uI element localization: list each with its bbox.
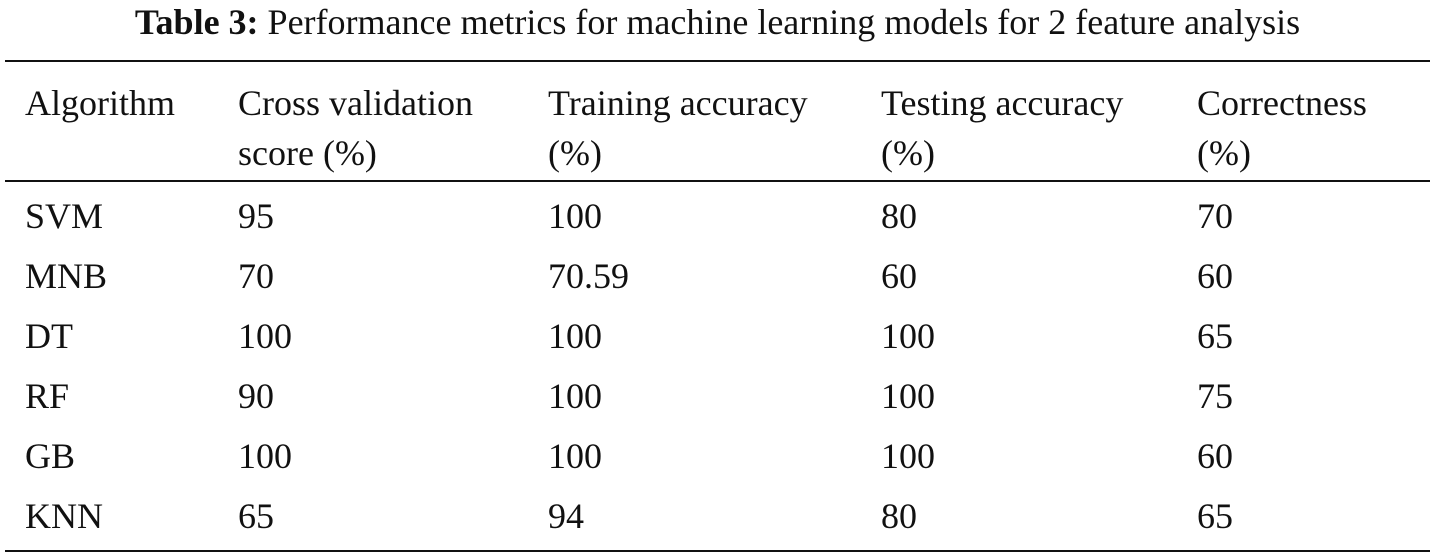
cell-training-accuracy: 100	[548, 196, 602, 236]
table-row: SVM 95 100 80 70	[5, 180, 1430, 246]
table-body: SVM 95 100 80 70 MNB 70 70.59 60 60 DT 1…	[5, 180, 1430, 546]
header-rule	[5, 180, 1430, 182]
table-caption-label: Table 3:	[134, 2, 259, 42]
cell-testing-accuracy: 60	[881, 256, 917, 296]
cell-training-accuracy: 94	[548, 496, 584, 536]
cell-correctness: 75	[1197, 376, 1233, 416]
table-row: MNB 70 70.59 60 60	[5, 246, 1430, 306]
cell-training-accuracy: 100	[548, 376, 602, 416]
cell-testing-accuracy: 80	[881, 496, 917, 536]
table-row: RF 90 100 100 75	[5, 366, 1430, 426]
table-row: DT 100 100 100 65	[5, 306, 1430, 366]
cell-algorithm: DT	[25, 316, 73, 356]
header-training-accuracy: Training accuracy (%)	[548, 83, 808, 173]
cell-cross-validation: 95	[238, 196, 274, 236]
cell-training-accuracy: 100	[548, 436, 602, 476]
cell-testing-accuracy: 100	[881, 316, 935, 356]
top-rule	[5, 60, 1430, 62]
cell-testing-accuracy: 80	[881, 196, 917, 236]
cell-algorithm: MNB	[25, 256, 108, 296]
cell-training-accuracy: 100	[548, 316, 602, 356]
cell-cross-validation: 90	[238, 376, 274, 416]
table-row: GB 100 100 100 60	[5, 426, 1430, 486]
table-caption-text: Performance metrics for machine learning…	[267, 2, 1301, 42]
cell-cross-validation: 70	[238, 256, 274, 296]
bottom-rule	[5, 550, 1430, 552]
cell-correctness: 70	[1197, 196, 1233, 236]
cell-algorithm: RF	[25, 376, 70, 416]
header-testing-accuracy: Testing accuracy (%)	[881, 83, 1124, 173]
cell-cross-validation: 100	[238, 316, 292, 356]
header-row: Algorithm Cross validation score (%) Tra…	[5, 62, 1430, 180]
cell-testing-accuracy: 100	[881, 376, 935, 416]
cell-correctness: 60	[1197, 256, 1233, 296]
table-header: Algorithm Cross validation score (%) Tra…	[5, 62, 1430, 180]
cell-testing-accuracy: 100	[881, 436, 935, 476]
cell-cross-validation: 65	[238, 496, 274, 536]
header-correctness: Correctness (%)	[1197, 83, 1367, 173]
cell-correctness: 65	[1197, 316, 1233, 356]
header-cross-validation: Cross validation score (%)	[238, 83, 473, 173]
table-caption: Table 3: Performance metrics for machine…	[0, 0, 1435, 52]
table-row: KNN 65 94 80 65	[5, 486, 1430, 546]
cell-cross-validation: 100	[238, 436, 292, 476]
cell-algorithm: GB	[25, 436, 76, 476]
cell-correctness: 65	[1197, 496, 1233, 536]
cell-training-accuracy: 70.59	[548, 256, 629, 296]
cell-algorithm: KNN	[25, 496, 103, 536]
metrics-table: Algorithm Cross validation score (%) Tra…	[5, 62, 1430, 546]
cell-correctness: 60	[1197, 436, 1233, 476]
header-algorithm: Algorithm	[25, 83, 175, 123]
cell-algorithm: SVM	[25, 196, 104, 236]
